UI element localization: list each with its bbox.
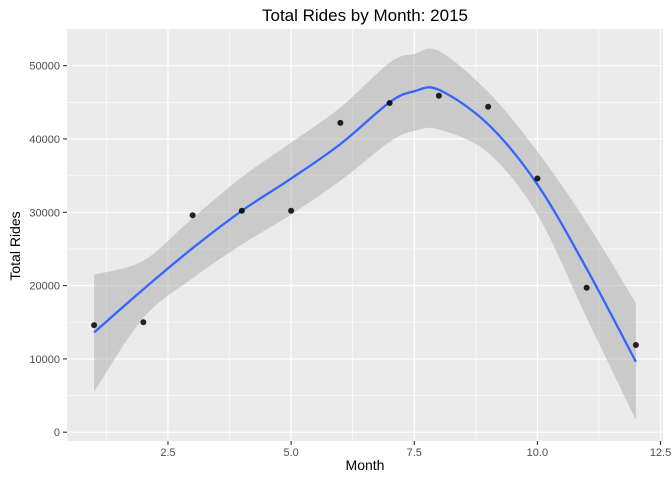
y-tick-label: 0 bbox=[54, 427, 60, 439]
minor-gridlines bbox=[67, 29, 663, 441]
data-point bbox=[386, 100, 393, 107]
data-point bbox=[632, 341, 639, 348]
y-axis-title: Total Rides bbox=[7, 211, 23, 280]
x-tick-label: 5.0 bbox=[283, 447, 298, 459]
data-point bbox=[140, 319, 147, 326]
x-tick-label: 12.5 bbox=[650, 447, 671, 459]
data-point bbox=[288, 207, 295, 214]
data-points bbox=[91, 92, 639, 348]
data-point bbox=[337, 119, 344, 126]
data-point bbox=[189, 212, 196, 219]
plot-panel bbox=[67, 29, 663, 441]
confidence-ribbon bbox=[94, 48, 636, 420]
chart-title: Total Rides by Month: 2015 bbox=[262, 6, 468, 25]
data-point bbox=[583, 284, 590, 291]
y-tick-label: 40000 bbox=[29, 134, 60, 146]
y-tick-label: 10000 bbox=[29, 354, 60, 366]
x-axis: 2.5 5.0 7.5 10.0 12.5 bbox=[160, 441, 671, 459]
x-axis-title: Month bbox=[346, 457, 385, 473]
data-point bbox=[435, 92, 442, 99]
y-axis: 0 10000 20000 30000 40000 50000 bbox=[29, 61, 67, 439]
y-tick-label: 20000 bbox=[29, 281, 60, 293]
x-tick-label: 7.5 bbox=[407, 447, 422, 459]
data-point bbox=[534, 175, 541, 182]
panel-background bbox=[67, 29, 663, 441]
data-point bbox=[91, 322, 98, 329]
x-tick-label: 2.5 bbox=[160, 447, 175, 459]
major-gridlines bbox=[67, 29, 663, 441]
y-tick-label: 50000 bbox=[29, 61, 60, 73]
y-tick-label: 30000 bbox=[29, 207, 60, 219]
x-tick-label: 10.0 bbox=[527, 447, 548, 459]
data-point bbox=[485, 103, 492, 110]
smooth-trend-line bbox=[93, 86, 637, 363]
data-point bbox=[238, 207, 245, 214]
